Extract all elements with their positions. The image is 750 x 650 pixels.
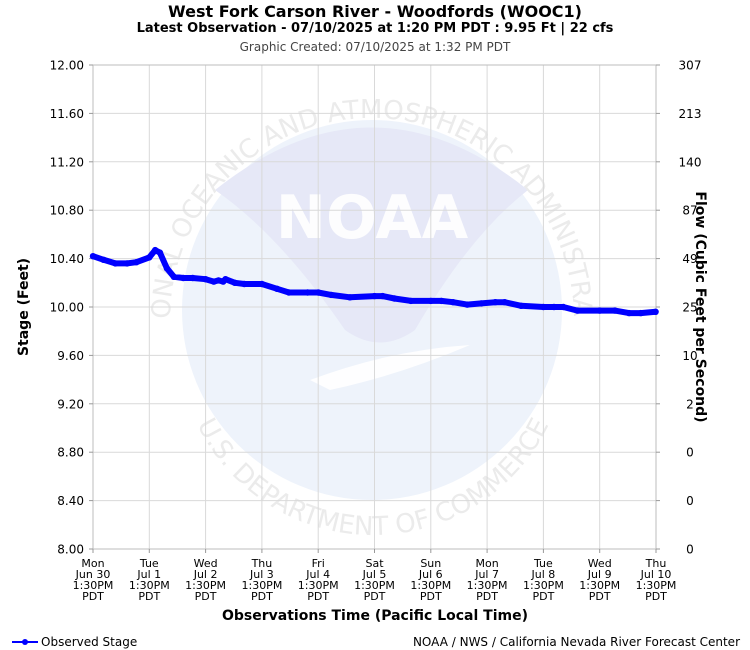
y2-tick-label: 213 — [679, 107, 702, 121]
legend-label: Observed Stage — [41, 635, 138, 649]
y-tick-label: 12.00 — [50, 59, 84, 73]
data-point — [492, 299, 499, 306]
x-tick-label: Tue Jul 8 1:30PM PDT — [523, 557, 564, 603]
data-point — [180, 274, 187, 282]
x-tick-label: Wed Jul 9 1:30PM PDT — [579, 557, 620, 603]
series-observed-stage — [89, 246, 659, 317]
y2-tick-label: 49 — [682, 252, 697, 266]
data-point — [478, 300, 485, 307]
graphic-created: Graphic Created: 07/10/2025 at 1:32 PM P… — [239, 40, 511, 54]
data-point — [611, 307, 619, 314]
y2-tick-label: 10 — [682, 349, 697, 363]
y-tick-label: 8.40 — [57, 494, 84, 508]
x-axis-label: Observations Time (Pacific Local Time) — [222, 608, 528, 624]
data-point — [438, 297, 445, 305]
data-point — [652, 308, 659, 315]
y-tick-label: 11.20 — [50, 155, 84, 169]
x-tick-label: Mon Jun 30 1:30PM PDT — [73, 557, 114, 603]
y2-tick-label: 2 — [686, 397, 694, 411]
x-tick-label: Wed Jul 2 1:30PM PDT — [185, 557, 226, 603]
y-tick-label: 8.80 — [57, 446, 84, 460]
data-point — [315, 289, 322, 296]
latest-observation: Latest Observation - 07/10/2025 at 1:20 … — [136, 21, 614, 36]
data-point — [170, 273, 178, 280]
y-tick-label: 9.60 — [57, 349, 84, 363]
y2-tick-label: 87 — [682, 204, 697, 218]
data-point — [327, 291, 335, 299]
data-point — [371, 292, 378, 300]
y2-tick-label: 0 — [686, 543, 694, 557]
y2-tick-label: 307 — [679, 59, 702, 73]
x-axis-ticks: Mon Jun 30 1:30PM PDT Tue Jul 1 1:30PM PDT Wed Ju… — [73, 549, 677, 603]
data-point — [540, 303, 547, 311]
y-tick-label: 8.00 — [57, 543, 84, 557]
data-point — [156, 249, 164, 256]
data-point — [89, 253, 97, 260]
legend: Observed Stage — [12, 635, 137, 649]
x-tick-label: Thu Jul 3 1:30PM PDT — [241, 557, 282, 603]
data-point — [273, 285, 281, 292]
y-tick-label: 10.40 — [50, 252, 84, 266]
watermark-logo: NOAA — [276, 183, 469, 253]
x-tick-label: Tue Jul 1 1:30PM PDT — [129, 557, 170, 603]
y-axis-ticks: 8.00 8.40 8.80 9.20 9.60 10.00 10.40 10.80 11.20… — [50, 59, 93, 557]
data-point — [123, 260, 131, 267]
data-point — [346, 294, 354, 301]
legend-line-icon — [12, 639, 38, 645]
data-point — [501, 299, 508, 306]
y-tick-label: 11.60 — [50, 107, 84, 121]
credit-line: NOAA / NWS / California Nevada River For… — [412, 635, 740, 649]
y-tick-label: 9.20 — [57, 397, 84, 411]
data-point — [407, 297, 415, 305]
y2-tick-label: 0 — [686, 494, 694, 508]
x-tick-label: Thu Jul 10 1:30PM PDT — [636, 557, 677, 603]
y2-tick-label: 0 — [686, 446, 694, 460]
data-point — [189, 274, 196, 282]
data-point — [517, 302, 525, 309]
data-point — [202, 276, 209, 283]
data-point — [133, 259, 140, 266]
x-tick-label: Mon Jul 7 1:30PM PDT — [467, 557, 508, 603]
data-point — [231, 279, 239, 286]
data-point — [258, 280, 266, 288]
y2-tick-label: 25 — [682, 301, 697, 315]
data-point — [163, 265, 171, 272]
data-point — [391, 295, 398, 302]
data-point — [550, 303, 558, 311]
x-tick-label: Sun Jul 6 1:30PM PDT — [410, 557, 451, 603]
data-point — [304, 289, 311, 296]
y-axis-label: Stage (Feet) — [16, 258, 32, 356]
y2-tick-label: 140 — [679, 155, 702, 169]
data-point — [241, 280, 248, 288]
data-point — [146, 254, 153, 261]
y-tick-label: 10.00 — [50, 301, 84, 315]
x-tick-label: Sat Jul 5 1:30PM PDT — [354, 557, 395, 603]
watermark-wave — [310, 345, 470, 390]
data-point — [449, 299, 457, 306]
noaa-watermark: NOAA NATIONAL OCEANIC AND ATMOSPHERIC AD… — [0, 0, 597, 542]
chart-title: West Fork Carson River - Woodfords (WOOC… — [168, 2, 582, 21]
data-point — [637, 309, 644, 317]
data-point — [574, 307, 581, 314]
data-point — [100, 256, 107, 263]
y-tick-label: 10.80 — [50, 204, 84, 218]
y2-axis-ticks: 0 0 0 2 10 25 49 87 140 213 307 — [656, 59, 701, 557]
watermark-upper — [215, 127, 528, 343]
data-point — [112, 260, 119, 267]
data-point — [596, 307, 603, 314]
data-point — [427, 297, 434, 305]
data-point — [285, 289, 293, 296]
data-point — [379, 292, 386, 300]
data-point — [625, 309, 633, 317]
data-point — [152, 246, 159, 254]
data-point — [222, 276, 229, 283]
x-tick-label: Fri Jul 4 1:30PM PDT — [298, 557, 339, 603]
y2-axis-label: Flow (Cubic Feet per Second) — [692, 191, 708, 422]
data-point — [464, 301, 471, 308]
data-point — [560, 303, 567, 311]
